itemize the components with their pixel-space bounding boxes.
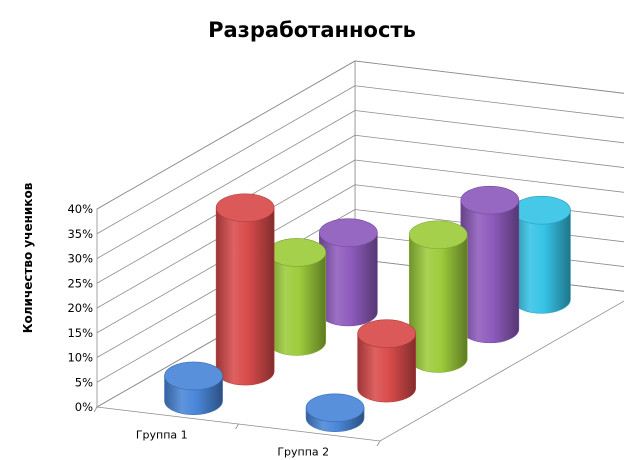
bar-body xyxy=(357,333,416,403)
bar-top xyxy=(357,319,416,348)
bar-top xyxy=(512,195,571,225)
y-tick-label: 5% xyxy=(75,375,93,389)
x-tick-label: Группа 2 xyxy=(277,446,329,459)
gridline-back xyxy=(354,159,624,193)
x-tick-label: Группа 1 xyxy=(136,429,188,442)
bar-series1-category1 xyxy=(164,361,223,415)
chart-labels: 0% 5% 10% 15% 20% 25% 30% 35% 40% Группа 1 Группа … xyxy=(67,202,329,459)
y-tick-label: 25% xyxy=(67,276,93,290)
x-tick-mark xyxy=(93,406,98,413)
chart-title: Разработанность xyxy=(208,18,416,42)
bar-series4-category1 xyxy=(319,218,378,327)
bar-series2-category2 xyxy=(357,319,416,403)
bar-body xyxy=(267,252,327,356)
y-tick-label: 20% xyxy=(67,301,93,315)
y-tick-label: 35% xyxy=(67,227,93,241)
bar-top xyxy=(305,393,365,423)
y-tick-label: 0% xyxy=(75,400,93,414)
gridline-side xyxy=(96,110,356,259)
bar-top xyxy=(164,361,223,391)
bar-top xyxy=(460,185,520,215)
bar-series3-category1 xyxy=(267,238,327,356)
gridline-back xyxy=(354,60,624,94)
bar-top xyxy=(319,218,378,247)
y-tick-label: 15% xyxy=(67,326,93,340)
bar-series4-category2 xyxy=(460,185,520,344)
bar-top xyxy=(215,193,275,223)
x-tick-mark xyxy=(376,440,381,447)
bar-top xyxy=(267,238,327,267)
chart-bars xyxy=(164,185,571,432)
bar-body xyxy=(215,207,275,386)
gridline-back xyxy=(354,110,624,144)
y-tick-label: 40% xyxy=(67,202,93,216)
gridline-side xyxy=(96,85,356,235)
bar-body xyxy=(408,234,468,373)
gridline-side xyxy=(96,60,356,210)
bar-series5-category2 xyxy=(512,195,571,314)
bar-top xyxy=(408,220,468,250)
bar-series2-category1 xyxy=(215,193,275,386)
bar-series3-category2 xyxy=(408,220,468,373)
bar-series1-category2 xyxy=(305,393,365,432)
bar-body xyxy=(512,209,571,314)
gridline-back xyxy=(354,134,624,168)
y-tick-label: 30% xyxy=(67,252,93,266)
x-tick-mark xyxy=(235,423,239,430)
y-tick-label: 10% xyxy=(67,351,93,365)
bar-body xyxy=(460,199,520,344)
gridline-back xyxy=(354,85,624,119)
